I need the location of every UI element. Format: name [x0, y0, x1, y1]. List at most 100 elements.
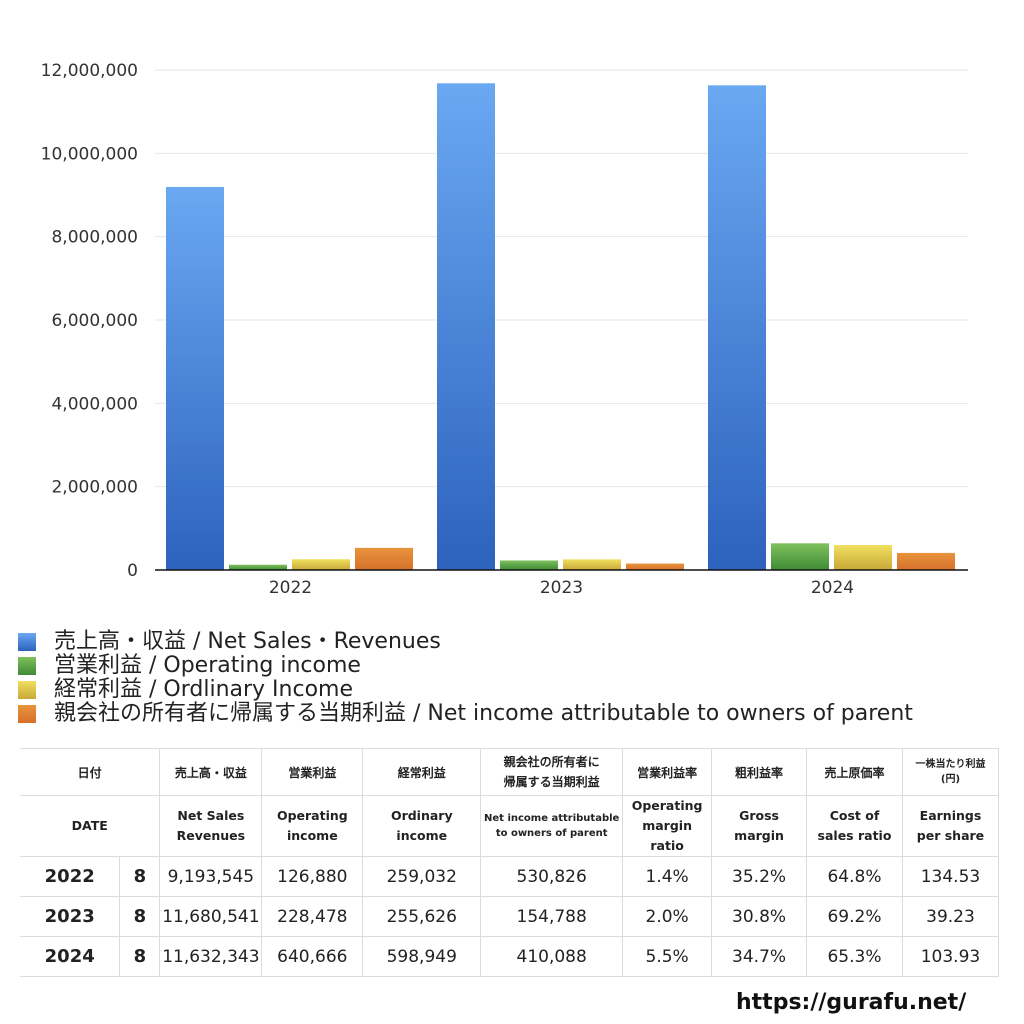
header-text: Net income attributable	[484, 813, 620, 824]
header-eps-jp: 一株当たり利益 (円)	[901, 748, 1000, 796]
x-tick-label: 2023	[540, 578, 583, 598]
cell-net-sales: 9,193,545	[159, 856, 263, 897]
header-text: Revenues	[176, 828, 246, 843]
table-row: 2024 8 11,632,343 640,666 598,949 410,08…	[20, 936, 1000, 977]
header-operating-margin-jp: 営業利益率	[622, 748, 713, 796]
header-cost-ratio-en: Cost of sales ratio	[806, 795, 903, 857]
cell-net-income: 154,788	[480, 896, 624, 937]
legend-swatch-icon	[18, 657, 36, 675]
cell-net-sales: 11,632,343	[159, 936, 263, 977]
header-text: Cost of	[829, 808, 880, 823]
grid-lines	[155, 69, 968, 488]
y-tick-label: 4,000,000	[51, 394, 138, 414]
bar-net-income-2024	[897, 552, 955, 570]
cell-month: 8	[119, 936, 161, 977]
source-url[interactable]: https://gurafu.net/	[736, 990, 967, 1015]
bar-chart: 0 2,000,000 4,000,000 6,000,000 8,000,000 10,…	[41, 61, 968, 598]
header-net-income-jp-line2: 帰属する当期利益	[503, 775, 600, 789]
cell-operating-margin: 5.5%	[622, 936, 713, 977]
financial-table: 日付 売上高・収益 営業利益 経常利益 親会社の所有者に 帰属する当期利益 営業…	[20, 748, 1000, 977]
bars	[166, 83, 955, 571]
bar-ordinary-income-2023	[563, 559, 621, 570]
header-net-income-en: Net income attributable to owners of pare…	[480, 795, 624, 857]
header-eps-jp-line2: (円)	[940, 774, 961, 785]
header-eps-en: Earnings per share	[901, 795, 1000, 857]
cell-gross-margin: 30.8%	[711, 896, 808, 937]
bar-ordinary-income-2022	[292, 559, 350, 570]
header-date-en: DATE	[20, 795, 161, 857]
cell-year: 2023	[20, 896, 121, 937]
legend-label: 親会社の所有者に帰属する当期利益 / Net income attributab…	[54, 701, 913, 726]
legend-swatch-icon	[18, 705, 36, 723]
header-gross-margin-jp: 粗利益率	[711, 748, 808, 796]
header-text: margin	[734, 828, 784, 843]
legend-label: 経常利益 / Ordlinary Income	[54, 677, 353, 702]
header-cost-ratio-jp: 売上原価率	[806, 748, 903, 796]
header-text: Earnings	[919, 808, 982, 823]
header-ordinary-income-en: Ordinary income	[362, 795, 482, 857]
bar-operating-income-2023	[500, 560, 558, 570]
header-text: margin	[642, 818, 692, 833]
cell-ordinary-income: 255,626	[362, 896, 482, 937]
header-text: Gross	[739, 808, 780, 823]
bar-net-sales-2023	[437, 83, 495, 570]
header-text: per share	[916, 828, 985, 843]
legend-item-ordinary-income: 経常利益 / Ordlinary Income	[18, 678, 913, 702]
cell-gross-margin: 35.2%	[711, 856, 808, 897]
header-date-jp: 日付	[20, 748, 161, 796]
bar-ordinary-income-2024	[834, 545, 892, 570]
y-tick-label: 8,000,000	[51, 228, 138, 248]
header-text: Ordinary	[390, 808, 453, 823]
cell-year: 2022	[20, 856, 121, 897]
cell-gross-margin: 34.7%	[711, 936, 808, 977]
legend-label: 売上高・収益 / Net Sales・Revenues	[54, 629, 441, 654]
cell-month: 8	[119, 896, 161, 937]
header-gross-margin-en: Gross margin	[711, 795, 808, 857]
header-text: income	[286, 828, 338, 843]
x-tick-label: 2022	[269, 578, 312, 598]
header-operating-income-en: Operating income	[261, 795, 364, 857]
cell-ordinary-income: 259,032	[362, 856, 482, 897]
bar-operating-income-2022	[229, 564, 287, 570]
x-axis-ticks: 2022 2023 2024	[269, 578, 854, 598]
bar-operating-income-2024	[771, 543, 829, 570]
cell-cost-ratio: 69.2%	[806, 896, 903, 937]
header-text: Net Sales	[177, 808, 245, 823]
bar-net-income-2022	[355, 547, 413, 570]
table-row: 2022 8 9,193,545 126,880 259,032 530,826…	[20, 856, 1000, 897]
bar-net-income-2023	[626, 563, 684, 570]
cell-net-sales: 11,680,541	[159, 896, 263, 937]
x-tick-label: 2024	[811, 578, 854, 598]
cell-operating-income: 228,478	[261, 896, 364, 937]
table-header-jp: 日付 売上高・収益 営業利益 経常利益 親会社の所有者に 帰属する当期利益 営業…	[20, 748, 1000, 796]
cell-eps: 39.23	[901, 896, 1000, 937]
y-axis-ticks: 0 2,000,000 4,000,000 6,000,000 8,000,000 10,…	[41, 61, 138, 581]
legend-item-operating-income: 営業利益 / Operating income	[18, 654, 913, 678]
legend-item-net-income: 親会社の所有者に帰属する当期利益 / Net income attributab…	[18, 702, 913, 726]
cell-eps: 134.53	[901, 856, 1000, 897]
header-eps-jp-line1: 一株当たり利益	[915, 759, 986, 770]
cell-month: 8	[119, 856, 161, 897]
cell-net-income: 530,826	[480, 856, 624, 897]
header-ordinary-income-jp: 経常利益	[362, 748, 482, 796]
cell-net-income: 410,088	[480, 936, 624, 977]
header-text: Operating	[276, 808, 348, 823]
bar-net-sales-2022	[166, 186, 224, 571]
y-tick-label: 12,000,000	[41, 61, 138, 81]
table-header-en: DATE Net Sales Revenues Operating income O…	[20, 795, 1000, 857]
cell-operating-margin: 1.4%	[622, 856, 713, 897]
header-text: to owners of parent	[495, 828, 608, 839]
header-operating-margin-en: Operating margin ratio	[622, 795, 713, 857]
legend-swatch-icon	[18, 681, 36, 699]
header-text: ratio	[650, 838, 684, 853]
bar-net-sales-2024	[708, 85, 766, 571]
legend-item-net-sales: 売上高・収益 / Net Sales・Revenues	[18, 630, 913, 654]
y-tick-label: 2,000,000	[51, 478, 138, 498]
cell-ordinary-income: 598,949	[362, 936, 482, 977]
header-net-income-jp-line1: 親会社の所有者に	[503, 755, 600, 769]
legend-label: 営業利益 / Operating income	[54, 653, 361, 678]
cell-operating-income: 126,880	[261, 856, 364, 897]
header-net-income-jp: 親会社の所有者に 帰属する当期利益	[480, 748, 624, 796]
y-tick-label: 10,000,000	[41, 144, 138, 164]
legend: 売上高・収益 / Net Sales・Revenues 営業利益 / Opera…	[18, 630, 913, 726]
